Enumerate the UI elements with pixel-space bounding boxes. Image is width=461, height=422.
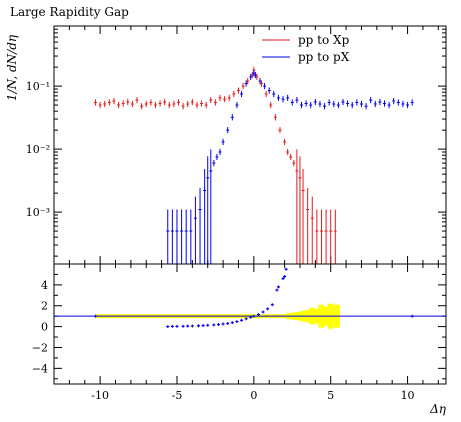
chart-title: Large Rapidity Gap	[10, 5, 129, 19]
legend: pp to Xp pp to pX	[262, 33, 350, 64]
y-tick-label-ratio: −2	[32, 341, 48, 354]
x-tick-label: 10	[401, 389, 415, 402]
y-tick-label-main: 10⁻³	[26, 206, 50, 219]
x-tick-label: -10	[91, 389, 109, 402]
ratio-panel-frame	[53, 263, 447, 385]
y-tick-label-ratio: −4	[32, 362, 48, 375]
x-tick-label: 5	[327, 389, 334, 402]
x-tick-label: 0	[250, 389, 257, 402]
ratio-series	[94, 267, 414, 329]
series-pp-to-px	[166, 70, 414, 264]
series-pp-to-xp	[94, 66, 337, 264]
ratio-panel: -10 -5 0 5 10 −4 −2 0 2 4	[32, 263, 447, 402]
y-axis-label: 1/N, dN/dη	[5, 34, 19, 101]
x-tick-label: -5	[172, 389, 183, 402]
y-tick-label-main: 10⁻¹	[26, 80, 50, 93]
y-tick-label-ratio: 4	[41, 279, 48, 292]
x-axis-label: Δη	[429, 402, 447, 416]
legend-label-pp-to-xp: pp to Xp	[298, 33, 350, 47]
y-tick-label-main: 10⁻²	[26, 143, 50, 156]
main-panel-frame	[53, 25, 447, 265]
legend-label-pp-to-px: pp to pX	[298, 50, 350, 64]
y-tick-label-ratio: 2	[41, 300, 48, 313]
y-tick-label-ratio: 0	[41, 321, 48, 334]
main-panel: 10⁻³ 10⁻² 10⁻¹	[26, 25, 447, 265]
